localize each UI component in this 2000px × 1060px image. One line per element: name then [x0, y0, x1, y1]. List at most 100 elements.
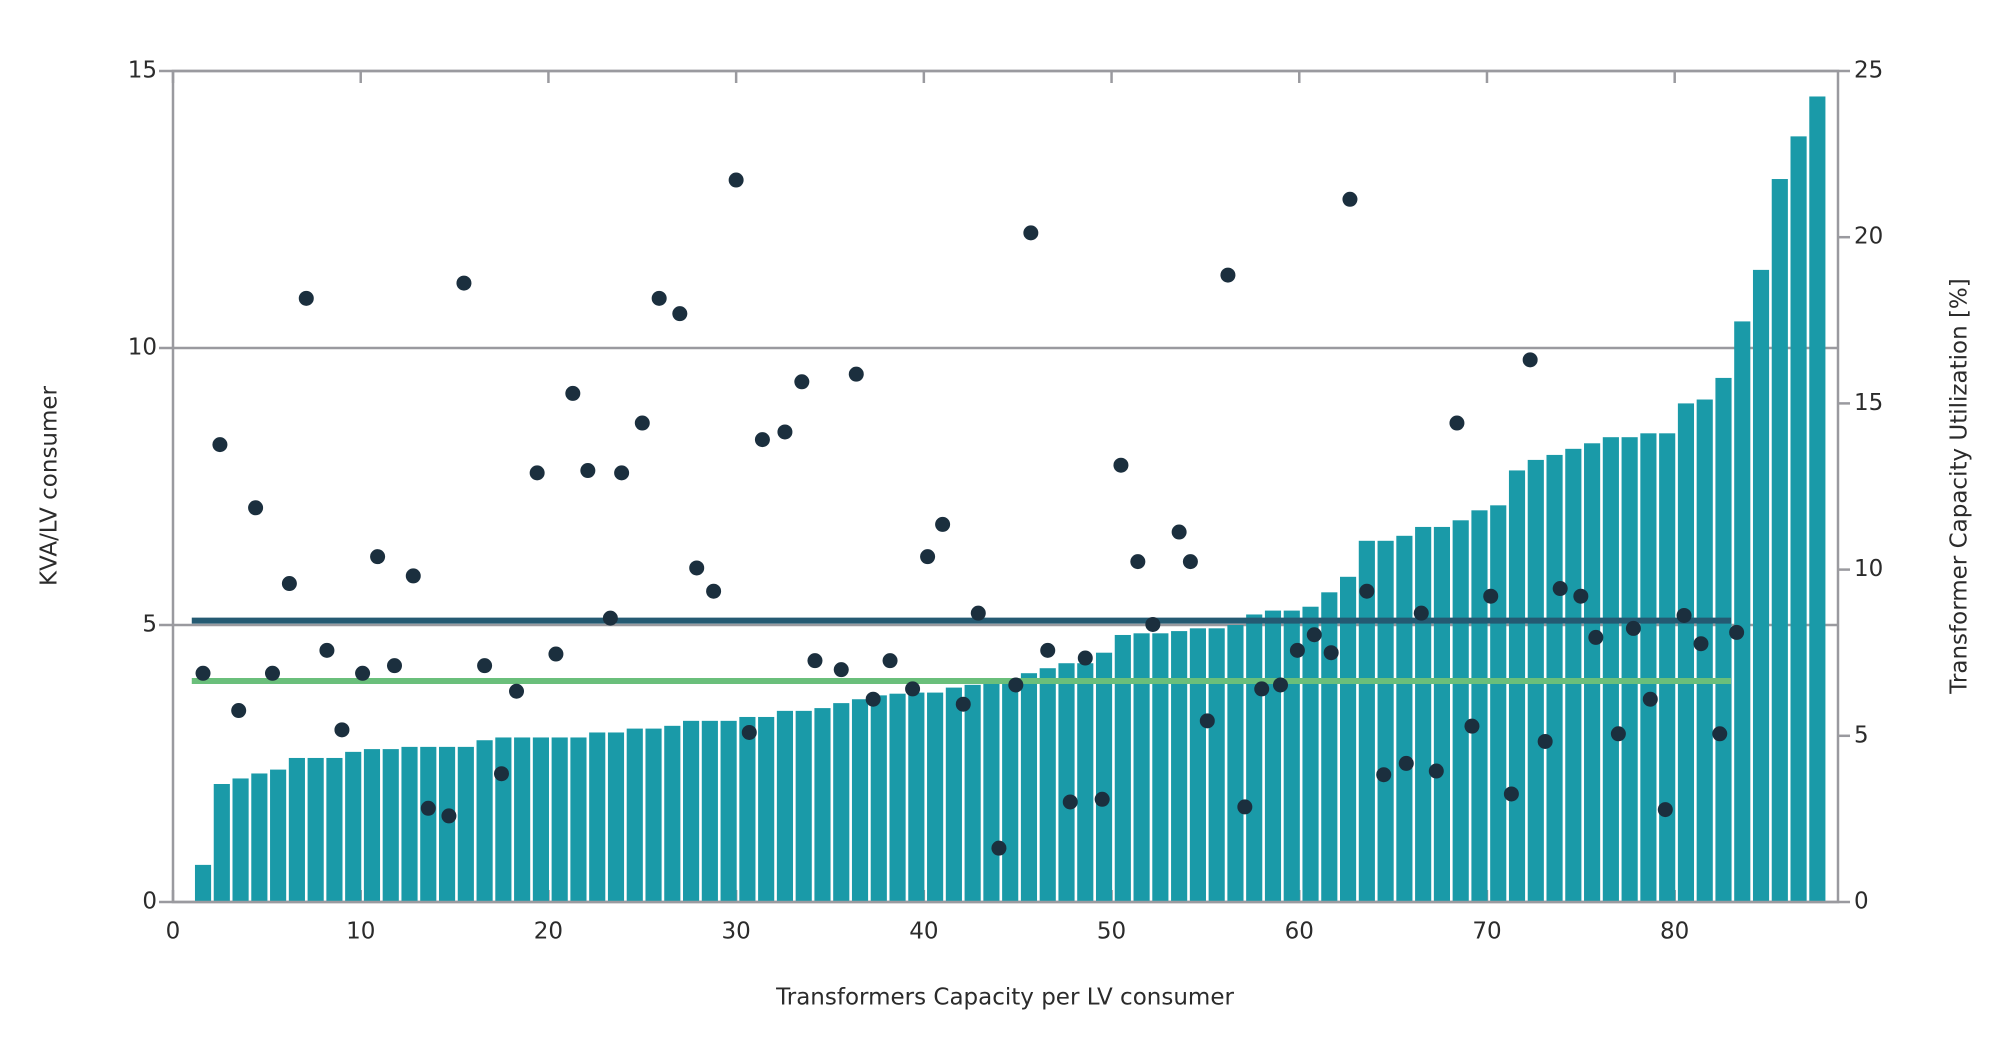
y-tick-label: 10	[128, 335, 157, 361]
bar	[758, 716, 775, 902]
x-axis-label: Transformers Capacity per LV consumer	[775, 985, 1234, 1011]
plot-frame	[171, 69, 1840, 904]
scatter-point	[1503, 786, 1519, 802]
scatter-point	[1449, 415, 1465, 431]
scatter-point	[1171, 524, 1187, 540]
scatter-point	[882, 653, 898, 669]
scatter-point	[1522, 352, 1538, 368]
scatter-point	[848, 366, 864, 382]
x-tick-label: 30	[721, 919, 750, 945]
bar	[1189, 628, 1206, 902]
bar	[833, 703, 850, 902]
bar	[1095, 652, 1113, 902]
bar	[1358, 540, 1375, 902]
bar	[795, 710, 812, 902]
scatter-point	[1023, 225, 1039, 241]
scatter-point	[1237, 799, 1253, 815]
scatter-point	[1062, 794, 1078, 810]
bar	[1077, 663, 1094, 902]
bar	[1377, 540, 1394, 902]
bar	[326, 757, 343, 902]
y2-tick-label: 0	[1854, 889, 1869, 915]
scatter-point	[1483, 588, 1499, 604]
scatter-point	[565, 385, 581, 401]
bar	[683, 720, 700, 902]
scatter-point	[548, 646, 564, 662]
bar	[645, 728, 662, 902]
scatter-point	[865, 691, 881, 707]
bar	[664, 725, 681, 902]
scatter-point	[1040, 642, 1056, 658]
scatter-point	[1272, 677, 1288, 693]
scatter-point	[1537, 733, 1553, 749]
bar	[701, 720, 718, 902]
scatter-point	[1413, 605, 1429, 621]
bar	[1058, 663, 1075, 902]
bar	[739, 716, 756, 902]
bar	[532, 737, 549, 902]
x-tick-label: 0	[166, 919, 181, 945]
bar	[814, 708, 831, 902]
bar	[1002, 678, 1019, 902]
scatter-point	[1359, 583, 1375, 599]
scatter-point	[706, 583, 722, 599]
bar	[1715, 377, 1732, 902]
scatter-point	[794, 374, 810, 390]
scatter-point	[614, 465, 630, 481]
scatter-point	[298, 290, 314, 306]
bar	[945, 687, 962, 902]
scatter-point	[1323, 645, 1339, 661]
bar	[1302, 606, 1319, 902]
bar	[1340, 576, 1357, 902]
bar	[607, 732, 625, 902]
scatter-point	[1254, 681, 1270, 697]
x-tick-label: 70	[1472, 919, 1501, 945]
bar	[401, 746, 418, 902]
scatter-point	[441, 808, 457, 824]
bar	[1696, 399, 1713, 902]
scatter-point	[493, 766, 509, 782]
y2-tick-label: 5	[1854, 722, 1869, 748]
bar	[438, 746, 456, 902]
bar	[270, 769, 287, 902]
scatter-point	[1729, 624, 1745, 640]
x-tick-label: 60	[1285, 919, 1314, 945]
y-tick-label: 15	[128, 58, 157, 84]
scatter-point	[1625, 620, 1641, 636]
bar	[1133, 633, 1150, 902]
y-tick-label: 5	[142, 612, 157, 638]
scatter-point	[1693, 636, 1709, 652]
bar	[1396, 535, 1413, 902]
bar	[1508, 470, 1526, 902]
bar	[1809, 96, 1826, 902]
scatter-point	[1610, 726, 1626, 742]
scatter-point	[935, 516, 951, 532]
scatter-point	[970, 605, 986, 621]
bar	[232, 778, 249, 902]
bar	[251, 773, 268, 902]
scatter-point	[728, 172, 744, 188]
bar	[1227, 625, 1244, 902]
bar	[288, 757, 305, 902]
scatter-point	[651, 290, 667, 306]
bar	[776, 710, 794, 902]
x-tick-label: 40	[909, 919, 938, 945]
scatter-point	[991, 840, 1007, 856]
bar	[626, 728, 643, 902]
bar	[1039, 668, 1056, 902]
scatter-point	[477, 658, 493, 674]
bar	[1584, 443, 1601, 902]
y-axis-label: KVA/LV consumer	[37, 385, 63, 586]
scatter-point	[1642, 691, 1658, 707]
scatter-point	[456, 275, 472, 291]
scatter-point	[1306, 627, 1322, 643]
scatter-point	[955, 696, 971, 712]
scatter-point	[754, 432, 770, 448]
scatter-point	[1464, 718, 1480, 734]
y2-tick-label: 10	[1854, 556, 1883, 582]
scatter-point	[212, 437, 228, 453]
bar	[720, 720, 737, 902]
x-tick-label: 20	[534, 919, 563, 945]
bar	[964, 684, 981, 902]
scatter-point	[509, 683, 525, 699]
